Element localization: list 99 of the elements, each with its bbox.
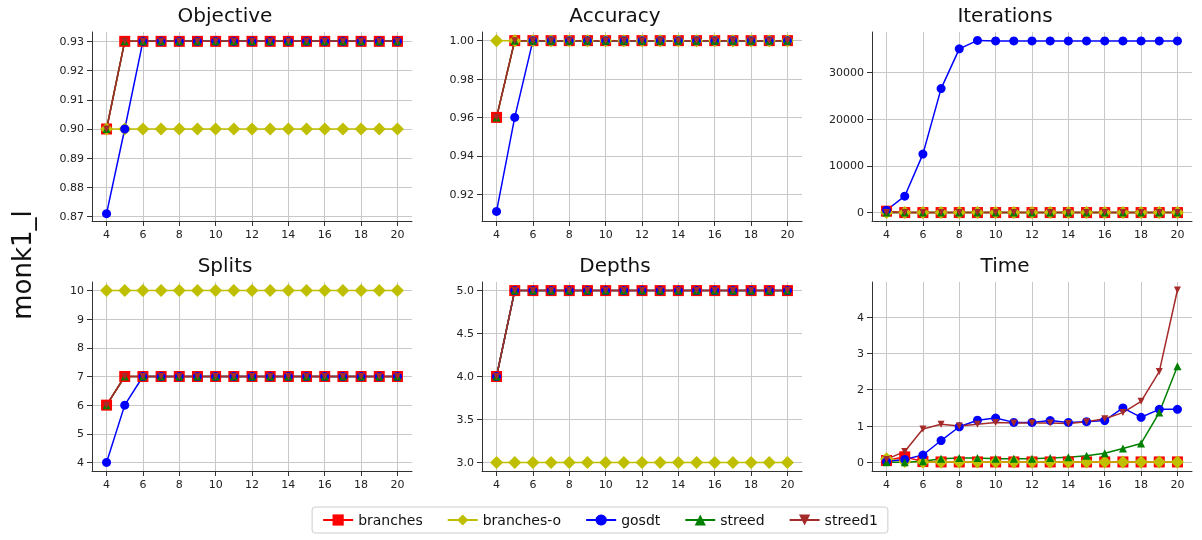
y-tick-label: 10 xyxy=(70,284,84,298)
x-tick-label: 12 xyxy=(1025,228,1039,241)
x-tick-label: 8 xyxy=(955,228,963,241)
chart-title: Objective xyxy=(177,3,273,27)
y-axis-title: monk1_l xyxy=(7,209,37,322)
x-tick-label: 6 xyxy=(529,228,537,241)
x-tick-label: 10 xyxy=(208,478,223,491)
y-tick-label: 3.0 xyxy=(456,455,474,469)
x-tick-label: 14 xyxy=(671,478,686,491)
y-tick-label: 4.0 xyxy=(456,370,474,383)
chart-title: Time xyxy=(979,253,1030,277)
x-tick-label: 20 xyxy=(780,228,795,241)
y-tick-label: 3.5 xyxy=(456,412,474,426)
x-tick-label: 10 xyxy=(208,228,223,241)
x-tick-label: 4 xyxy=(493,228,501,241)
x-tick-label: 8 xyxy=(565,478,573,491)
y-tick-label: 3 xyxy=(857,346,864,360)
y-tick-label: 0.87 xyxy=(59,210,84,224)
x-tick-label: 14 xyxy=(1061,228,1076,241)
x-tick-label: 4 xyxy=(883,228,891,241)
x-tick-label: 12 xyxy=(635,228,649,241)
y-tick-label: 8 xyxy=(77,341,84,355)
x-tick-label: 4 xyxy=(883,478,891,491)
x-tick-label: 14 xyxy=(1061,478,1076,491)
y-tick-label: 4 xyxy=(77,455,84,469)
x-tick-label: 16 xyxy=(707,478,722,491)
y-tick-label: 4.5 xyxy=(456,327,474,341)
x-tick-label: 6 xyxy=(919,228,927,241)
y-tick-label: 2 xyxy=(857,383,864,397)
x-tick-label: 12 xyxy=(245,228,259,241)
legend-label: branches xyxy=(358,512,423,528)
y-tick-label: 9 xyxy=(77,312,84,326)
x-tick-label: 6 xyxy=(529,478,537,491)
x-tick-label: 20 xyxy=(390,478,405,491)
x-tick-label: 10 xyxy=(598,478,613,491)
y-tick-label: 0.98 xyxy=(449,72,474,86)
y-tick-label: 1.00 xyxy=(449,34,474,48)
x-tick-label: 16 xyxy=(1097,478,1112,491)
y-tick-label: 0.90 xyxy=(59,122,84,136)
chart-title: Splits xyxy=(197,253,253,277)
x-tick-label: 4 xyxy=(103,478,111,491)
x-tick-label: 4 xyxy=(493,478,501,491)
x-tick-label: 18 xyxy=(1134,228,1149,241)
legend-label: gosdt xyxy=(621,512,661,528)
x-tick-label: 18 xyxy=(744,478,759,491)
x-tick-label: 8 xyxy=(565,228,573,241)
chart-title: Depths xyxy=(579,253,651,277)
y-tick-label: 5 xyxy=(77,427,84,441)
x-tick-label: 20 xyxy=(1170,478,1185,491)
x-tick-label: 16 xyxy=(707,228,722,241)
x-tick-label: 8 xyxy=(175,478,183,491)
x-tick-label: 14 xyxy=(671,228,686,241)
x-tick-label: 12 xyxy=(245,478,259,491)
x-tick-label: 18 xyxy=(354,478,369,491)
x-tick-label: 12 xyxy=(1025,478,1039,491)
y-tick-label: 30000 xyxy=(829,65,864,79)
y-tick-label: 0.92 xyxy=(59,64,84,78)
legend-label: streed xyxy=(720,512,765,528)
x-tick-label: 10 xyxy=(988,228,1003,241)
x-tick-label: 12 xyxy=(635,478,649,491)
x-tick-label: 14 xyxy=(281,228,296,241)
x-tick-label: 20 xyxy=(780,478,795,491)
y-tick-label: 6 xyxy=(77,398,84,412)
y-tick-label: 4 xyxy=(857,310,864,324)
y-tick-label: 0.96 xyxy=(449,110,474,124)
x-tick-label: 18 xyxy=(1134,478,1149,491)
x-tick-label: 16 xyxy=(317,228,332,241)
x-tick-label: 10 xyxy=(598,228,613,241)
y-tick-label: 0.94 xyxy=(449,149,474,163)
x-tick-label: 6 xyxy=(919,478,927,491)
y-tick-label: 20000 xyxy=(829,112,864,126)
y-tick-label: 0.88 xyxy=(59,180,84,194)
y-tick-label: 7 xyxy=(77,370,84,383)
y-tick-label: 10000 xyxy=(829,159,864,173)
y-tick-label: 0.92 xyxy=(449,187,474,201)
x-tick-label: 8 xyxy=(955,478,963,491)
x-tick-label: 20 xyxy=(390,228,405,241)
x-tick-label: 18 xyxy=(744,228,759,241)
y-tick-label: 0 xyxy=(857,206,864,220)
x-tick-label: 18 xyxy=(354,228,369,241)
x-tick-label: 16 xyxy=(317,478,332,491)
x-tick-label: 16 xyxy=(1097,228,1112,241)
y-tick-label: 0.91 xyxy=(59,93,84,107)
chart-title: Iterations xyxy=(957,3,1053,27)
legend-label: branches-o xyxy=(482,512,562,528)
x-tick-label: 10 xyxy=(988,478,1003,491)
y-tick-label: 0.93 xyxy=(59,34,84,48)
legend-label: streed1 xyxy=(824,512,878,528)
y-tick-label: 1 xyxy=(857,419,864,433)
y-tick-label: 0 xyxy=(857,455,864,469)
x-tick-label: 4 xyxy=(103,228,111,241)
x-tick-label: 20 xyxy=(1170,228,1185,241)
x-tick-label: 6 xyxy=(139,478,147,491)
y-tick-label: 0.89 xyxy=(59,151,84,165)
chart-title: Accuracy xyxy=(569,3,661,27)
x-tick-label: 14 xyxy=(281,478,296,491)
x-tick-label: 6 xyxy=(139,228,147,241)
y-tick-label: 5.0 xyxy=(456,284,474,298)
x-tick-label: 8 xyxy=(175,228,183,241)
